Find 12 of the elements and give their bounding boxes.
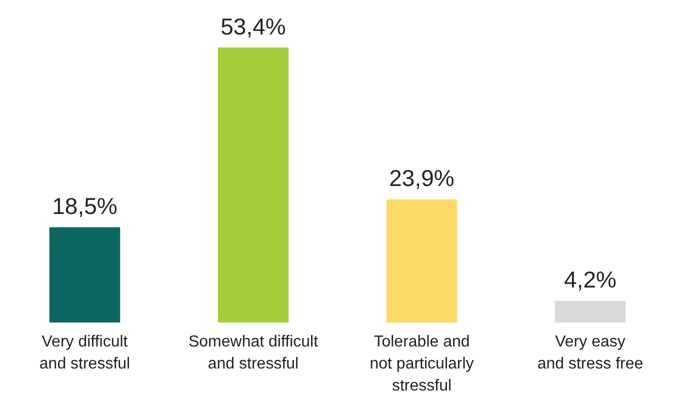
data-label: 4,2% bbox=[564, 266, 616, 293]
data-label: 23,9% bbox=[389, 165, 454, 192]
bar bbox=[386, 199, 458, 322]
bar bbox=[554, 300, 626, 322]
x-tick-label: Very easy and stress free bbox=[537, 333, 644, 373]
data-label: 53,4% bbox=[220, 13, 286, 40]
bar bbox=[218, 48, 289, 322]
x-tick-label: Very difficult and stressful bbox=[39, 333, 130, 373]
x-tick-label: Somewhat difficult and stressful bbox=[188, 333, 319, 373]
x-tick-label: Tolerable and not particularly stressful bbox=[370, 333, 474, 395]
data-label: 18,5% bbox=[52, 192, 118, 219]
bar bbox=[49, 227, 120, 322]
